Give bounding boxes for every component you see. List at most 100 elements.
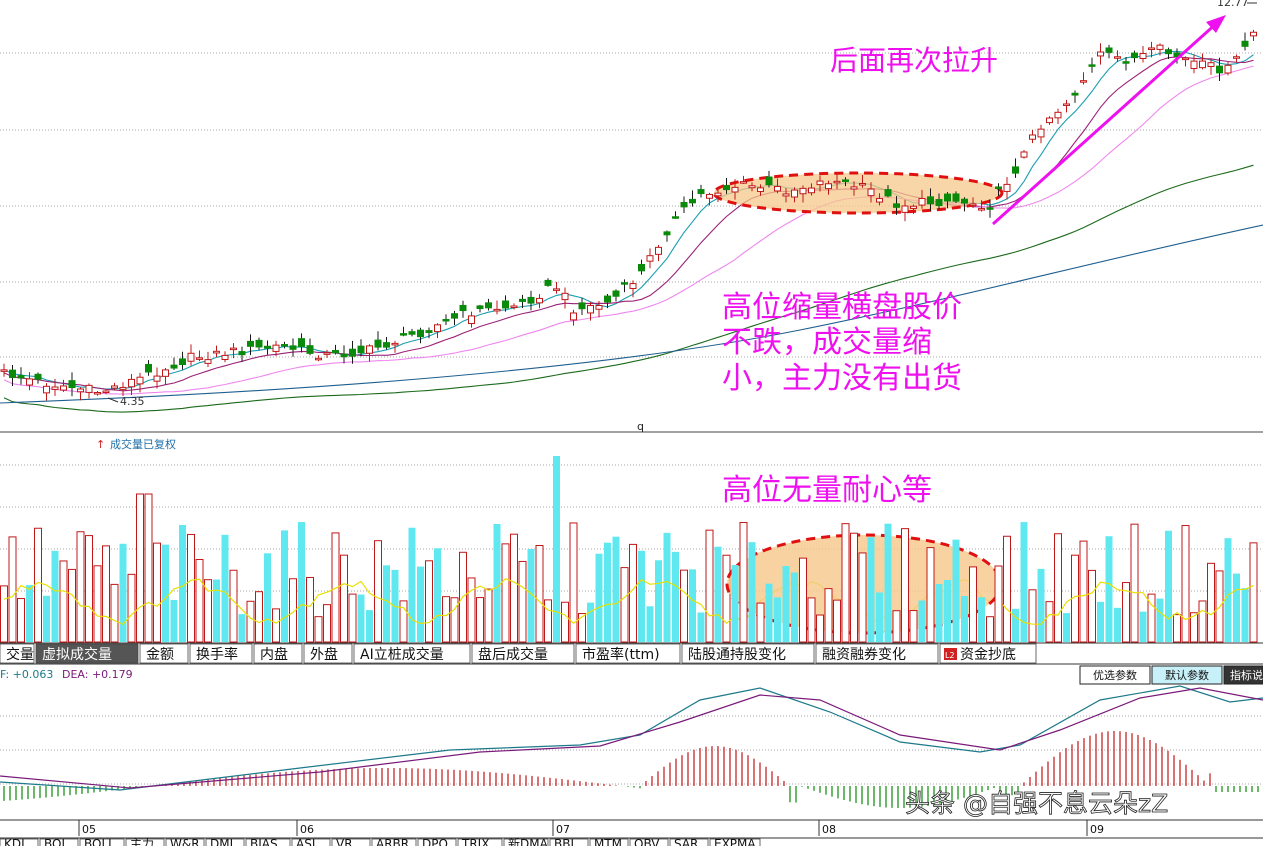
bottom-tab[interactable]: ARBR <box>371 837 417 846</box>
indicator-tab[interactable]: 虚拟成交量 <box>35 643 139 664</box>
indicator-help-button[interactable] <box>1223 665 1263 685</box>
annotation-consolidation-1: 高位缩量横盘股价 <box>722 290 962 325</box>
volume-bar <box>918 600 926 642</box>
annotation-consolidation-3: 小，主力没有出货 <box>722 361 962 396</box>
time-axis-label: 09 <box>1090 823 1104 836</box>
bottom-tab-label: TRIX <box>461 837 489 846</box>
default-params-button[interactable] <box>1151 665 1223 685</box>
bottom-tab[interactable]: 新DMA <box>503 836 549 846</box>
candle <box>34 372 42 384</box>
indicator-tab[interactable]: L2 资金抄底 <box>939 643 1037 664</box>
volume-bar <box>961 595 968 642</box>
indicator-tab[interactable]: 外盘 <box>303 643 353 664</box>
bottom-tab[interactable]: ASI <box>291 837 331 846</box>
indicator-tab[interactable]: 盘后成交量 <box>471 643 575 664</box>
bottom-tab[interactable]: W&R <box>165 837 205 846</box>
indicator-tab[interactable]: 内盘 <box>253 643 303 664</box>
candle <box>731 179 739 200</box>
bottom-tab[interactable]: BOLL <box>79 837 125 846</box>
volume-bar <box>93 565 102 643</box>
volume-bar <box>535 545 544 643</box>
candle <box>0 363 8 377</box>
candle <box>459 300 467 318</box>
volume-bar <box>127 573 136 643</box>
candle <box>128 374 135 396</box>
volume-status-label: 成交量已复权 <box>110 437 176 451</box>
candle <box>527 290 535 311</box>
candle <box>799 185 807 203</box>
volume-bar <box>782 566 790 642</box>
candle <box>247 334 254 356</box>
volume-bar <box>1139 611 1147 642</box>
volume-bar <box>569 522 578 643</box>
volume-bar <box>705 529 714 643</box>
candle <box>833 174 841 190</box>
bottom-tab-label: DPO <box>422 837 448 846</box>
candle <box>621 279 628 293</box>
moving-average-lines <box>0 50 1263 413</box>
volume-bar <box>204 579 212 643</box>
bottom-tab[interactable]: DMI <box>205 837 245 846</box>
candle <box>697 184 705 198</box>
indicator-tab[interactable]: 陆股通持股变化 <box>681 643 815 664</box>
candle <box>1216 57 1223 82</box>
candle <box>238 346 246 362</box>
macd-dea-label: DEA: +0.179 <box>62 668 133 681</box>
bottom-tab-label: KDJ <box>4 837 25 846</box>
volume-bar <box>1020 522 1028 642</box>
macd-dif-line <box>0 685 1263 791</box>
indicator-tab[interactable]: 换手率 <box>189 643 253 664</box>
candle <box>901 199 909 222</box>
volume-bar <box>1097 601 1104 642</box>
bottom-tab[interactable]: MTM <box>589 837 629 846</box>
candle <box>1054 108 1062 124</box>
bottom-tab[interactable]: TRIX <box>457 837 503 846</box>
bottom-tab[interactable]: BOL <box>39 837 79 846</box>
candle <box>272 340 280 357</box>
candle <box>323 349 331 358</box>
bottom-tab[interactable]: DPO <box>417 837 457 846</box>
candle <box>153 367 161 389</box>
volume-bar <box>1045 601 1054 643</box>
candle <box>51 378 59 396</box>
bottom-tab[interactable]: OBV <box>629 837 669 846</box>
bottom-tab[interactable]: SAR <box>669 837 709 846</box>
volume-bar <box>901 528 909 643</box>
volume-bar <box>1054 533 1062 643</box>
candle <box>604 293 611 309</box>
volume-bar <box>213 579 220 642</box>
indicator-tab[interactable]: 金额 <box>139 643 189 664</box>
volume-bar <box>340 554 348 643</box>
volume-bar <box>17 598 25 643</box>
volume-bar <box>179 524 186 642</box>
candle <box>978 200 985 212</box>
volume-bar <box>1079 540 1088 643</box>
bottom-tab[interactable]: 主力 <box>125 837 165 846</box>
indicator-tab[interactable]: AI立桩成交量 <box>353 643 471 664</box>
candle <box>9 365 16 386</box>
volume-bar <box>867 537 875 642</box>
indicator-tab[interactable]: 交量 <box>0 643 35 664</box>
bottom-tab[interactable]: BBI <box>549 837 589 846</box>
volume-bar <box>246 600 255 643</box>
indicator-tab[interactable]: 市盈率(ttm) <box>575 643 681 664</box>
macd-dea-line <box>0 687 1263 789</box>
time-axis-label: 05 <box>82 823 96 836</box>
optimal-params-button[interactable] <box>1079 665 1151 685</box>
candle <box>935 193 943 210</box>
volume-bar <box>527 549 535 642</box>
volume-bar <box>510 533 518 643</box>
candle <box>570 309 577 326</box>
volume-bar <box>0 585 8 643</box>
volume-bar <box>119 543 127 642</box>
candle <box>1156 43 1164 56</box>
bottom-tab[interactable]: KDJ <box>0 837 39 846</box>
indicator-tab[interactable]: 融资融券变化 <box>815 643 939 664</box>
bottom-tab[interactable]: BIAS <box>245 837 291 846</box>
bottom-tab[interactable]: VR <box>331 837 371 846</box>
candle <box>1190 54 1198 74</box>
macd-histogram <box>3 731 1259 808</box>
volume-bar <box>8 536 17 643</box>
consolidation-ellipse <box>712 171 1004 215</box>
bottom-tab[interactable]: EXPMA <box>709 837 761 846</box>
